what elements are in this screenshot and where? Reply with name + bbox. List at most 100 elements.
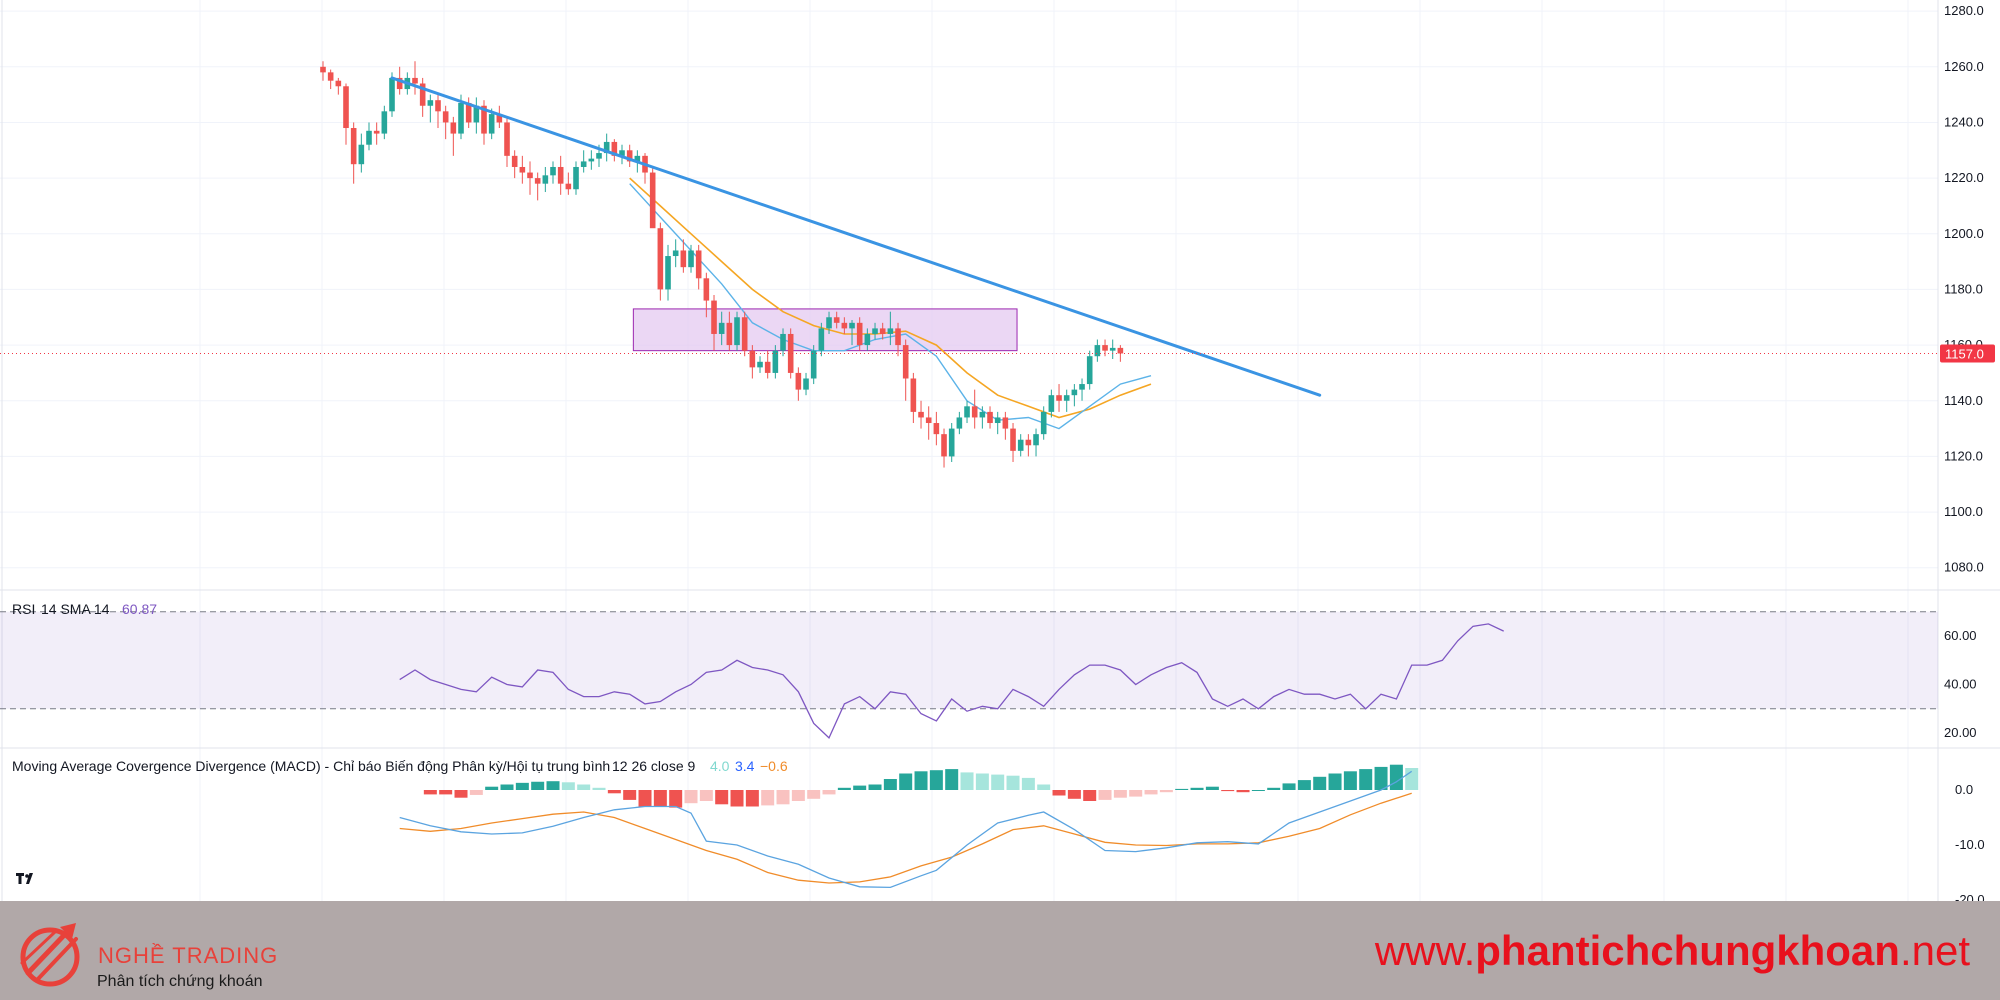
candle-body [741, 317, 748, 351]
price-tick-label: 1200.0 [1944, 226, 1984, 241]
candle [833, 311, 840, 329]
candle-body [826, 317, 832, 329]
candle-body [1025, 439, 1032, 446]
candle [918, 400, 924, 429]
macd-histogram-bar [715, 790, 729, 805]
candle [1109, 339, 1116, 360]
candle [320, 61, 326, 81]
candle-body [396, 77, 403, 90]
candle-body [573, 166, 579, 190]
candle [864, 328, 871, 351]
candle [841, 317, 848, 334]
price-axis[interactable]: 1280.01260.01240.01220.01200.01180.01160… [0, 3, 1995, 575]
candle-body [450, 122, 457, 134]
macd-tick-label: -20.0 [1955, 892, 1985, 901]
candle-body [925, 417, 932, 424]
candle [810, 345, 817, 385]
macd-histogram-bar [991, 774, 1005, 790]
candle-body [373, 130, 380, 134]
macd-histogram-bar [653, 790, 667, 807]
candle [580, 150, 587, 173]
trendline[interactable] [390, 76, 1322, 397]
candle-body [1063, 395, 1070, 401]
macd-histogram-bar [592, 787, 606, 790]
candle [780, 328, 786, 357]
macd-tick-label: 0.0 [1955, 782, 1973, 797]
candle [481, 100, 487, 145]
candle-body [665, 256, 671, 290]
candle [366, 122, 372, 151]
macd-histogram-bar [1374, 766, 1388, 790]
candle [442, 105, 449, 140]
macd-histogram-bar [1389, 764, 1403, 790]
macd-line [399, 770, 1413, 889]
price-tick-label: 1240.0 [1944, 114, 1984, 129]
url-suffix: .net [1899, 927, 1970, 974]
macd-histogram-bar [1359, 769, 1373, 790]
candle [818, 322, 825, 357]
rsi-tick-label: 40.00 [1944, 677, 1977, 692]
price-tick-label: 1260.0 [1944, 59, 1984, 74]
supply-zone[interactable] [632, 308, 1018, 352]
candle [373, 122, 380, 145]
macd-value-signal: −0.6 [760, 758, 788, 774]
trading-chart[interactable]: 1280.01260.01240.01220.01200.01180.01160… [0, 0, 2000, 901]
site-url[interactable]: www.phantichchungkhoan.net [1375, 927, 1970, 975]
candle [803, 372, 809, 396]
candle [419, 77, 426, 117]
candle-body [987, 411, 993, 424]
candle-body [1102, 345, 1108, 351]
macd-histogram-bar [1328, 773, 1342, 790]
candle [412, 61, 418, 95]
candle [1063, 389, 1070, 412]
candle-body [527, 172, 533, 179]
macd-pane[interactable]: 0.0 -10.0 -20.0 [399, 764, 1985, 901]
rsi-pane[interactable]: 60.00 40.00 20.00 [0, 611, 1977, 740]
macd-histogram-bar [960, 772, 974, 790]
candle-body [910, 378, 917, 412]
macd-histogram-bar [1144, 790, 1158, 795]
candle [772, 345, 779, 379]
macd-histogram-bar [1343, 771, 1357, 790]
candle-body [734, 317, 740, 346]
candle-body [1117, 347, 1124, 354]
candle [488, 108, 495, 140]
candle-body [994, 417, 1001, 424]
candle-body [749, 350, 756, 368]
candle-body [810, 350, 817, 379]
candle-body [1048, 395, 1055, 412]
candle [435, 94, 441, 129]
candle [971, 389, 978, 429]
candlesticks[interactable] [320, 61, 1124, 468]
tradingview-logo-icon[interactable] [16, 873, 33, 884]
candle [327, 69, 334, 90]
candle-body [1086, 356, 1093, 385]
candle-body [757, 361, 763, 368]
rsi-band [0, 611, 1938, 709]
candle-body [412, 77, 418, 84]
macd-value-histogram: 4.0 [710, 758, 730, 774]
macd-histogram-bar [454, 790, 468, 798]
macd-histogram-bar [531, 781, 545, 790]
candle-body [933, 423, 940, 435]
candle-body [596, 153, 602, 159]
url-main: phantichchungkhoan [1475, 927, 1900, 974]
candle-body [511, 155, 518, 167]
candle [511, 150, 518, 179]
candle-body [649, 172, 656, 229]
candle-body [879, 328, 886, 334]
macd-histogram-bar [945, 769, 959, 790]
candle-body [1109, 347, 1116, 351]
price-tick-label: 1120.0 [1944, 448, 1983, 463]
candle-body [481, 105, 487, 134]
macd-histogram-bar [745, 790, 759, 807]
candle-body [918, 411, 924, 418]
macd-signal-line [399, 792, 1412, 884]
candle [1071, 384, 1078, 407]
candle-body [856, 322, 863, 346]
candle [534, 172, 541, 201]
candle-body [381, 111, 388, 134]
candle [688, 244, 694, 273]
candle-body [864, 333, 871, 346]
candle [933, 411, 940, 446]
